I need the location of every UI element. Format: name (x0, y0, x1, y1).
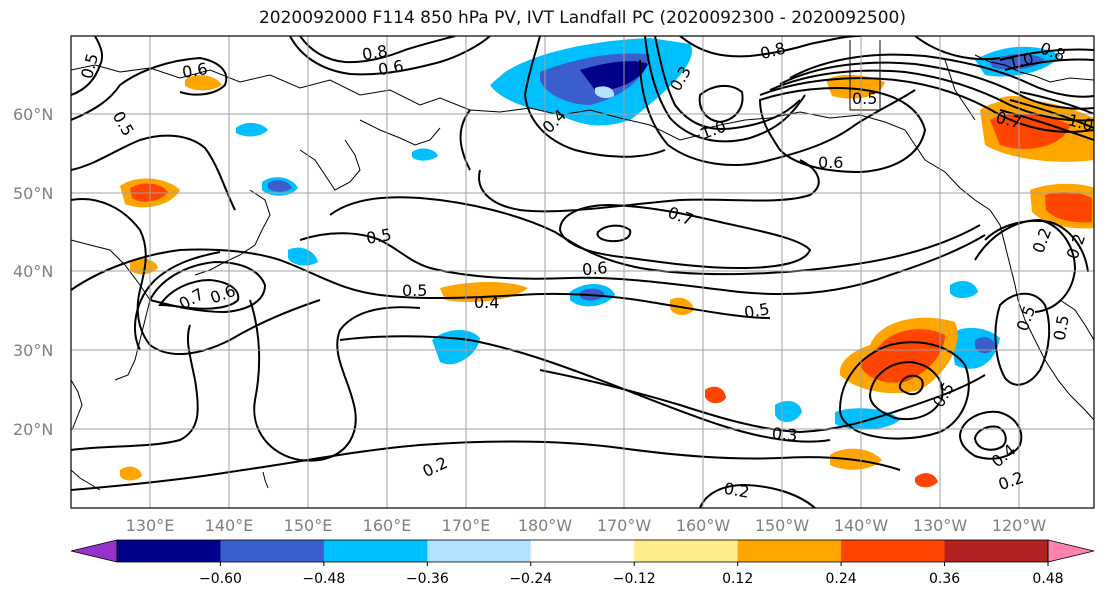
colorbar-tick-label: −0.48 (302, 571, 345, 587)
lon-label: 140°E (205, 516, 254, 535)
latitude-labels: 60°N 50°N 40°N 30°N 20°N (13, 105, 53, 439)
lon-label: 130°W (913, 516, 968, 535)
contour-label: 0.5 (852, 89, 877, 108)
contour-label: 0.5 (365, 225, 393, 248)
lon-label: 180°W (518, 516, 573, 535)
lon-label: 160°E (363, 516, 412, 535)
lon-label: 160°W (676, 516, 731, 535)
colorbar-cell (737, 540, 842, 562)
lon-label: 170°E (442, 516, 491, 535)
contour-label: 0.6 (581, 258, 608, 279)
contour-label: 0.6 (377, 56, 405, 79)
lon-label: 120°W (992, 516, 1047, 535)
lat-label: 20°N (13, 420, 53, 439)
contour-label: 0.5 (1050, 314, 1073, 342)
colorbar: −0.60 −0.48 −0.36 −0.24 −0.12 0.12 0.24 0.36 0.4… (70, 539, 1095, 587)
contour-label: 0.6 (818, 153, 843, 172)
colorbar-tick-label: 0.36 (929, 571, 960, 587)
colorbar-cell (634, 540, 739, 562)
colorbar-tick-label: −0.12 (613, 571, 656, 587)
colorbar-tick-label: 0.12 (722, 571, 753, 587)
map-title: 2020092000 F114 850 hPa PV, IVT Landfall… (258, 8, 906, 28)
coastlines (71, 40, 1094, 491)
colorbar-cells (70, 539, 1095, 563)
colorbar-tick-label: 0.48 (1032, 571, 1063, 587)
contour-label: 0.3 (771, 424, 798, 445)
colorbar-cell (841, 540, 946, 562)
colorbar-extend-max (1047, 539, 1095, 563)
colorbar-cell (220, 540, 325, 562)
contour-label: 0.6 (181, 59, 209, 82)
colorbar-tick-label: −0.24 (509, 571, 552, 587)
colorbar-cell (530, 540, 635, 562)
lat-label: 60°N (13, 105, 53, 124)
contour-label: 0.5 (402, 281, 427, 300)
negative-anomaly-shading (236, 38, 1060, 430)
lon-label: 150°E (284, 516, 333, 535)
colorbar-cell (323, 540, 428, 562)
contour-label: 0.8 (361, 41, 389, 64)
colorbar-extend-min (70, 539, 118, 563)
lat-label: 50°N (13, 184, 53, 203)
colorbar-tick-label: 0.24 (826, 571, 857, 587)
lat-label: 30°N (13, 341, 53, 360)
contour-label: 0.5 (743, 299, 771, 322)
colorbar-outline (116, 539, 1049, 563)
colorbar-tick-label: −0.60 (199, 571, 242, 587)
map-frame (70, 35, 1095, 509)
colorbar-cell (117, 540, 221, 562)
longitude-labels: 130°E 140°E 150°E 160°E 170°E 180°W 170°… (126, 516, 1047, 535)
colorbar-ticks: −0.60 −0.48 −0.36 −0.24 −0.12 0.12 0.24 0.36 0.4… (199, 562, 1064, 587)
colorbar-tick-label: −0.36 (406, 571, 449, 587)
colorbar-cell (427, 540, 532, 562)
lon-label: 150°W (755, 516, 810, 535)
map-area: 0.5 0.6 0.8 0.6 0.5 0.4 0.3 0.8 1.0 0.5 … (71, 36, 1094, 508)
graticule (71, 36, 1094, 508)
colorbar-cell (944, 540, 1049, 562)
lon-label: 170°W (597, 516, 652, 535)
contour-label: 0.4 (474, 293, 499, 312)
lon-label: 130°E (126, 516, 175, 535)
lat-label: 40°N (13, 262, 53, 281)
contour-label: 0.2 (722, 479, 750, 502)
lon-label: 140°W (834, 516, 889, 535)
